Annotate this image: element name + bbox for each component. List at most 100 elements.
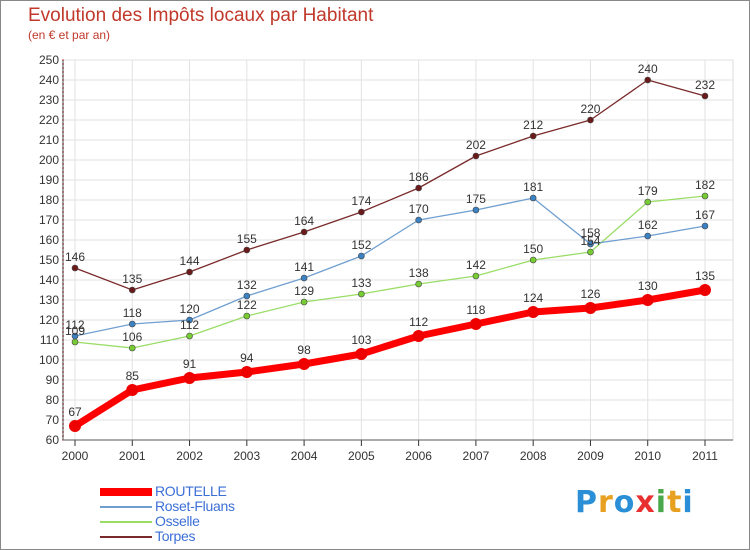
data-point-routelle — [126, 384, 139, 396]
data-point-roset-fluans — [415, 216, 422, 224]
logo-letter: o — [613, 485, 636, 520]
x-tick-label: 2001 — [119, 449, 146, 463]
data-point-routelle — [240, 366, 253, 378]
data-label-roset-fluans: 118 — [123, 306, 142, 320]
data-point-roset-fluans — [529, 194, 537, 202]
data-label-roset-fluans: 152 — [351, 238, 371, 252]
data-label-routelle: 85 — [126, 369, 140, 383]
data-label-roset-fluans: 170 — [409, 202, 429, 216]
legend-item-torpes: Torpes — [100, 529, 300, 544]
data-label-torpes: 202 — [466, 138, 486, 152]
data-label-roset-fluans: 175 — [466, 192, 486, 206]
y-tick-label: 230 — [39, 93, 59, 107]
logo-letter: x — [635, 485, 656, 520]
data-label-roset-fluans: 158 — [580, 226, 600, 240]
chart-title: Evolution des Impôts locaux par Habitant — [28, 5, 374, 26]
y-tick-label: 180 — [39, 193, 59, 207]
data-label-routelle: 135 — [695, 269, 715, 283]
data-label-roset-fluans: 112 — [65, 318, 84, 332]
logo-letter: r — [598, 485, 614, 520]
data-point-routelle — [69, 420, 81, 432]
data-label-osselle: 133 — [351, 276, 371, 290]
data-label-osselle: 138 — [409, 266, 429, 280]
y-tick-label: 220 — [39, 113, 59, 127]
y-tick-label: 190 — [39, 173, 59, 187]
data-label-torpes: 144 — [180, 254, 200, 268]
data-label-routelle: 91 — [183, 357, 197, 371]
data-label-torpes: 146 — [65, 250, 85, 264]
data-label-roset-fluans: 181 — [523, 180, 543, 194]
data-label-routelle: 118 — [466, 303, 485, 317]
data-label-routelle: 98 — [297, 343, 311, 357]
x-tick-label: 2009 — [577, 449, 604, 463]
data-point-osselle — [300, 298, 308, 306]
legend-label-torpes: Torpes — [155, 528, 196, 544]
series-line-torpes — [74, 79, 706, 291]
y-tick-label: 250 — [39, 53, 59, 67]
data-label-torpes: 174 — [351, 194, 371, 208]
data-label-roset-fluans: 120 — [180, 302, 200, 316]
data-label-osselle: 112 — [180, 318, 199, 332]
data-point-torpes — [415, 184, 422, 192]
chart-legend: ROUTELLE Roset-Fluans Osselle Torpes — [100, 484, 300, 544]
data-label-torpes: 186 — [409, 170, 429, 184]
data-label-roset-fluans: 162 — [638, 218, 658, 232]
data-point-routelle — [469, 318, 482, 330]
data-point-osselle — [529, 256, 537, 264]
x-tick-label: 2000 — [62, 449, 89, 463]
data-point-routelle — [298, 358, 311, 370]
y-tick-label: 150 — [39, 253, 59, 267]
data-point-osselle — [71, 338, 79, 346]
series-line-routelle — [73, 286, 706, 429]
data-point-roset-fluans — [701, 222, 709, 230]
data-label-torpes: 212 — [523, 118, 543, 132]
data-label-roset-fluans: 132 — [237, 278, 257, 292]
x-tick-label: 2010 — [634, 449, 661, 463]
x-tick-label: 2007 — [463, 449, 490, 463]
y-tick-label: 170 — [39, 213, 59, 227]
data-point-routelle — [584, 302, 597, 314]
data-label-osselle: 179 — [638, 184, 658, 198]
data-label-torpes: 135 — [122, 272, 142, 286]
data-point-torpes — [472, 152, 480, 160]
data-point-torpes — [529, 132, 537, 140]
legend-swatch-roset-fluans — [100, 505, 152, 508]
y-tick-label: 90 — [46, 373, 60, 387]
legend-item-routelle: ROUTELLE — [100, 484, 300, 499]
data-point-roset-fluans — [243, 292, 251, 300]
data-label-torpes: 164 — [294, 214, 314, 228]
data-point-osselle — [644, 198, 652, 206]
data-point-osselle — [415, 280, 422, 288]
data-point-torpes — [701, 92, 709, 100]
x-tick-label: 2008 — [520, 449, 547, 463]
y-tick-label: 240 — [39, 73, 59, 87]
series-line-roset-fluans — [74, 197, 706, 337]
legend-swatch-osselle — [100, 520, 152, 523]
legend-item-roset-fluans: Roset-Fluans — [100, 499, 300, 514]
data-point-torpes — [128, 286, 136, 294]
logo-letter: i — [682, 485, 694, 520]
data-point-routelle — [183, 372, 196, 384]
y-tick-label: 200 — [39, 153, 59, 167]
data-point-torpes — [300, 228, 308, 236]
y-tick-label: 100 — [39, 353, 59, 367]
legend-item-osselle: Osselle — [100, 514, 300, 529]
y-tick-label: 160 — [39, 233, 59, 247]
data-label-routelle: 103 — [351, 333, 371, 347]
data-point-routelle — [527, 306, 540, 318]
x-tick-label: 2003 — [233, 449, 260, 463]
data-label-osselle: 154 — [580, 234, 600, 248]
data-point-osselle — [701, 192, 709, 200]
data-point-torpes — [243, 246, 251, 254]
data-point-torpes — [71, 264, 79, 272]
data-point-roset-fluans — [186, 316, 193, 324]
x-tick-label: 2004 — [291, 449, 318, 463]
y-tick-label: 70 — [46, 413, 60, 427]
y-tick-label: 120 — [39, 313, 59, 327]
series-line-osselle — [74, 195, 706, 349]
data-point-routelle — [412, 330, 425, 342]
data-label-torpes: 155 — [237, 232, 257, 246]
data-point-osselle — [472, 272, 480, 280]
x-tick-label: 2006 — [405, 449, 432, 463]
y-tick-label: 110 — [40, 333, 59, 347]
